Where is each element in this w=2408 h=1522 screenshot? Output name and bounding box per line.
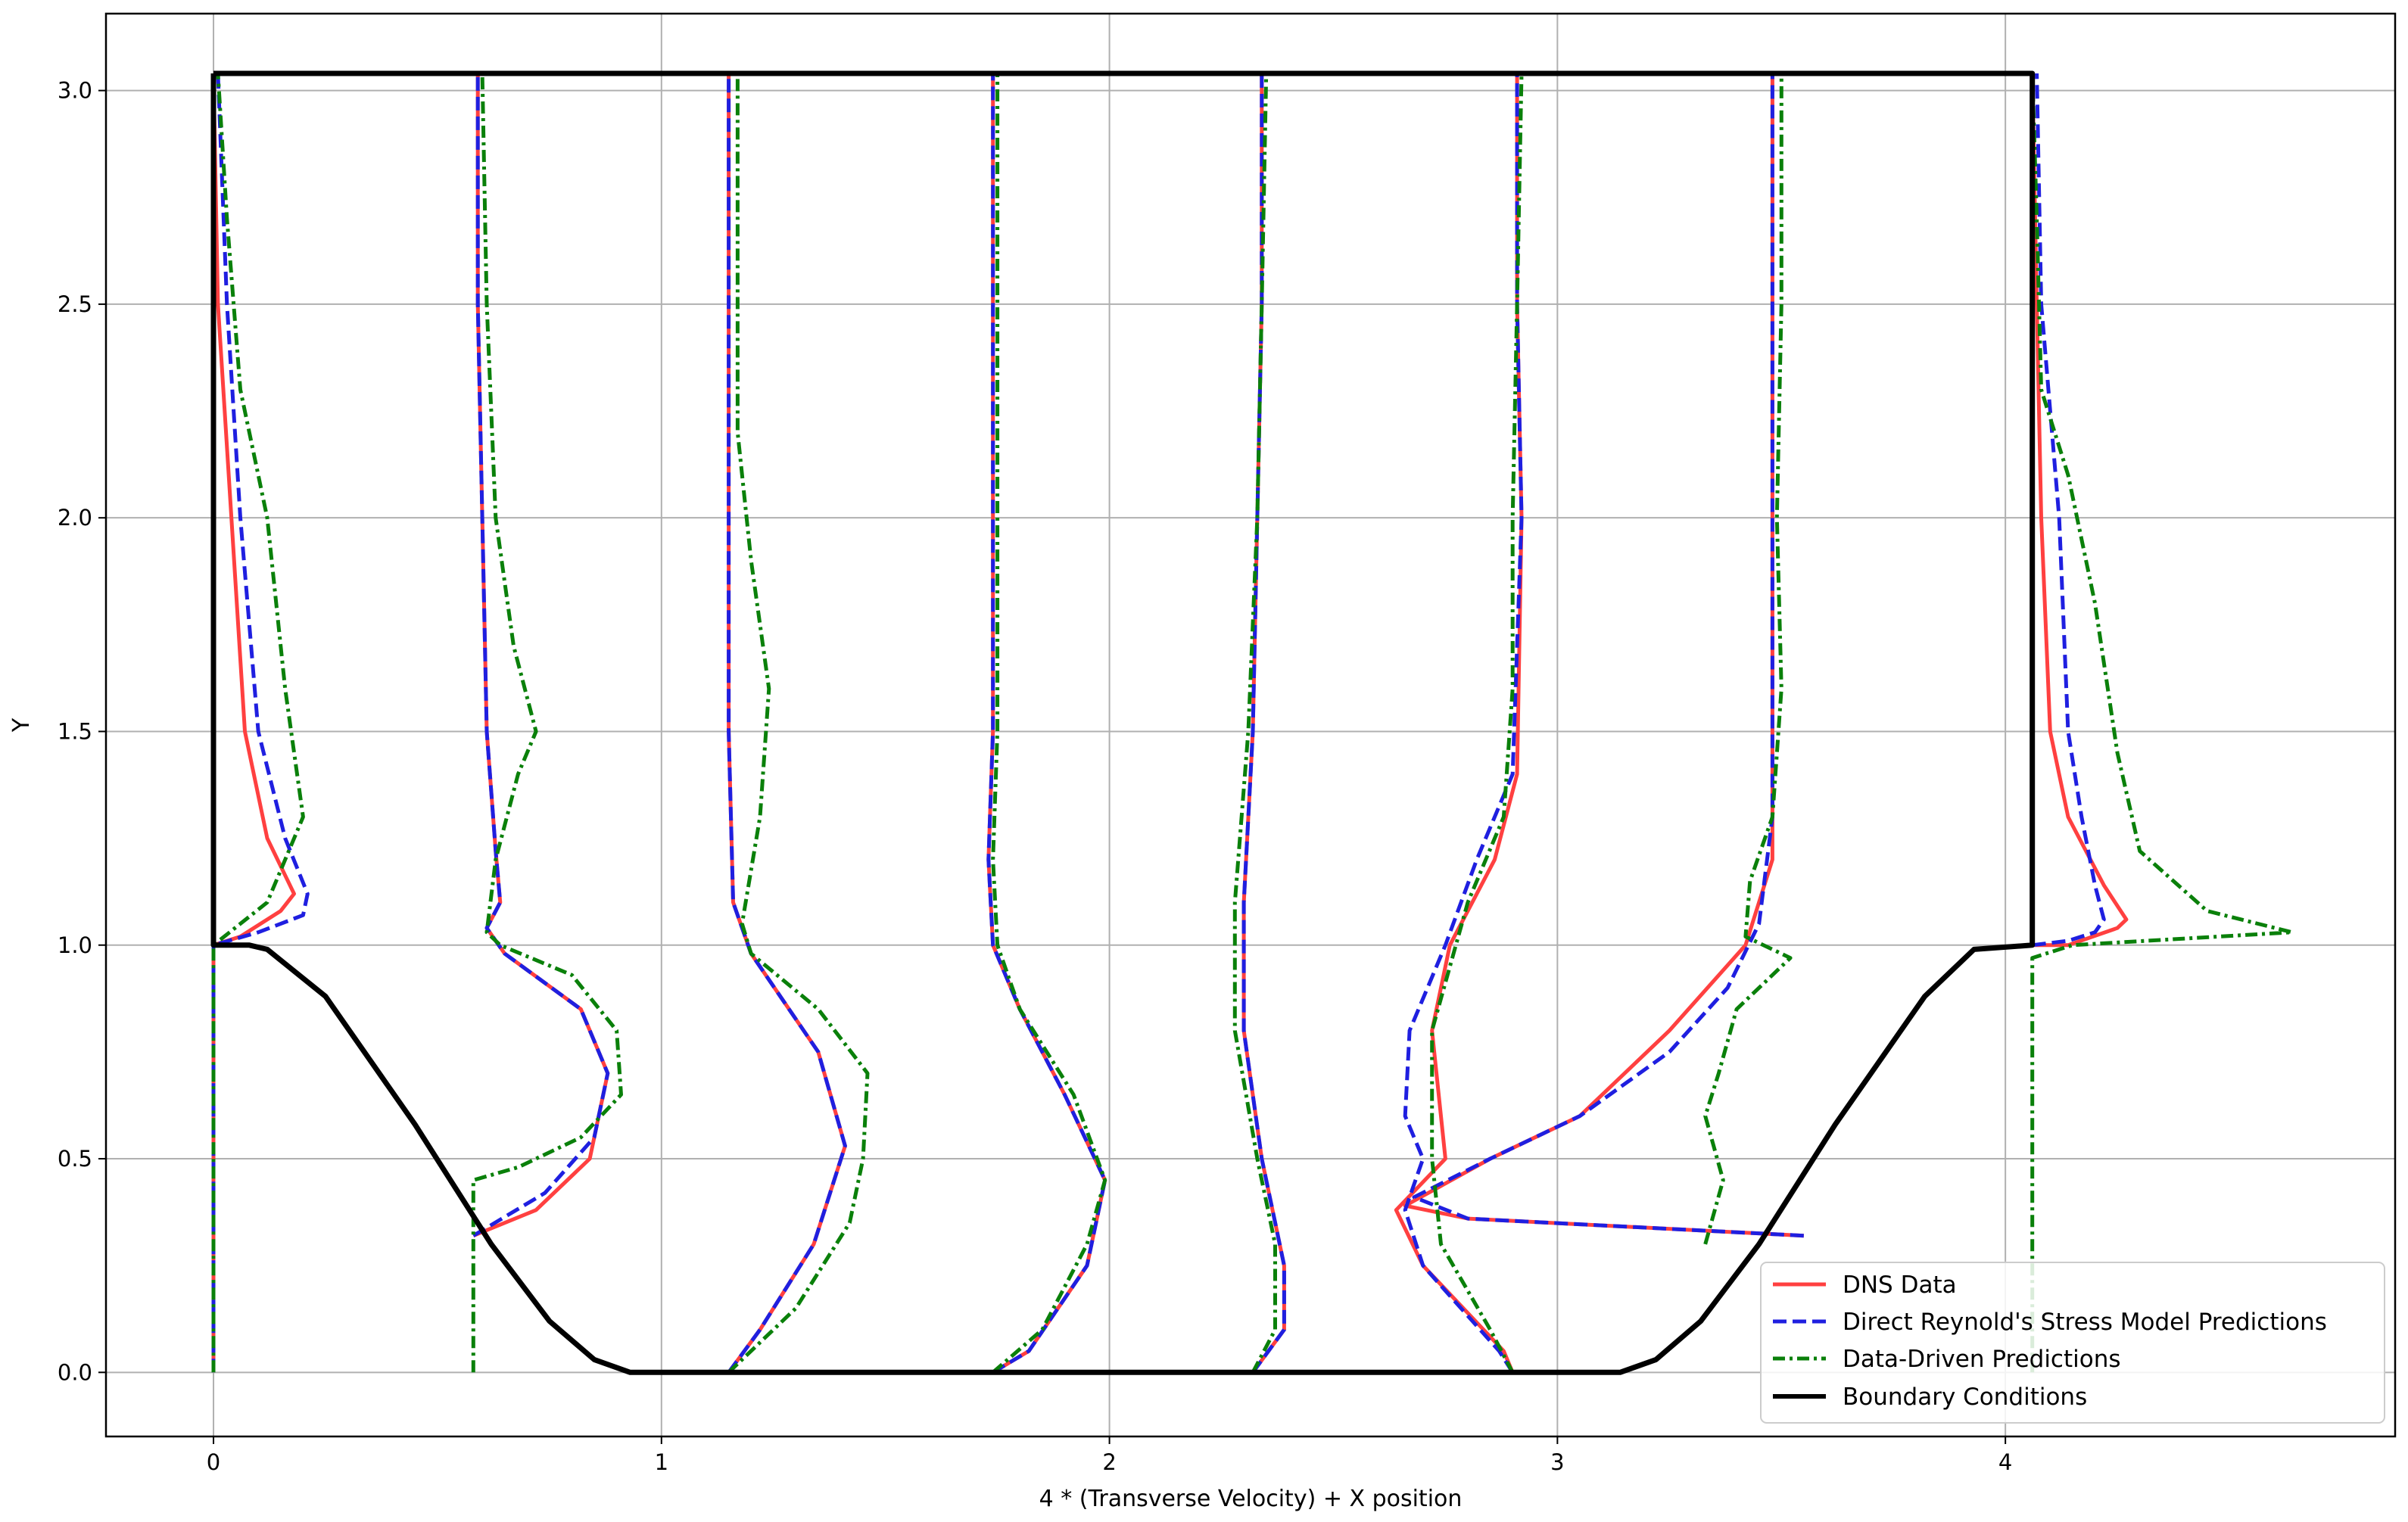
data-driven-profile — [2030, 73, 2294, 1373]
legend-label-boundary: Boundary Conditions — [1843, 1383, 2087, 1411]
boundary-conditions-line — [210, 70, 2036, 1375]
y-tick-label: 2.0 — [58, 505, 92, 531]
y-tick-label: 0.5 — [58, 1146, 92, 1172]
x-axis-title: 4 * (Transverse Velocity) + X position — [1039, 1486, 1463, 1512]
rsm-profile — [472, 73, 610, 1237]
legend-frame — [1760, 1262, 2385, 1424]
data-driven-profiles — [211, 73, 2294, 1374]
x-tick-label: 0 — [207, 1449, 220, 1475]
data-driven-profile — [991, 73, 1107, 1374]
y-axis-title: Y — [8, 717, 35, 733]
y-tick-label: 3.0 — [58, 78, 92, 104]
legend-label-dd: Data-Driven Predictions — [1843, 1346, 2121, 1373]
ticks: 0 1 2 3 4 0.0 0.5 1.0 1.5 2.0 2.5 3.0 — [58, 78, 2013, 1475]
data-driven-profile — [471, 73, 623, 1373]
data-driven-profile — [1430, 73, 1524, 1374]
data-driven-profile — [1232, 73, 1277, 1374]
y-tick-label: 2.5 — [58, 291, 92, 317]
legend-label-rsm: Direct Reynold's Stress Model Prediction… — [1843, 1309, 2327, 1336]
x-tick-label: 4 — [1998, 1449, 2012, 1475]
y-tick-label: 1.0 — [58, 932, 92, 958]
legend: DNS Data Direct Reynold's Stress Model P… — [1760, 1262, 2385, 1424]
y-tick-label: 0.0 — [58, 1359, 92, 1385]
x-tick-label: 3 — [1550, 1449, 1564, 1475]
legend-label-dns: DNS Data — [1843, 1271, 1957, 1299]
plot-frame — [104, 12, 2397, 1438]
rsm-profile — [1412, 73, 1804, 1238]
x-tick-label: 1 — [655, 1449, 668, 1475]
x-tick-label: 2 — [1102, 1449, 1116, 1475]
rsm-profile — [2032, 73, 2106, 948]
rsm-profile — [211, 73, 310, 1373]
data-driven-profile — [1703, 73, 1793, 1245]
series-layer — [210, 70, 2294, 1375]
y-tick-label: 1.5 — [58, 718, 92, 744]
rsm-profile — [1403, 73, 1524, 1374]
data-driven-profile — [727, 73, 870, 1374]
dns-profile — [2030, 73, 2129, 948]
